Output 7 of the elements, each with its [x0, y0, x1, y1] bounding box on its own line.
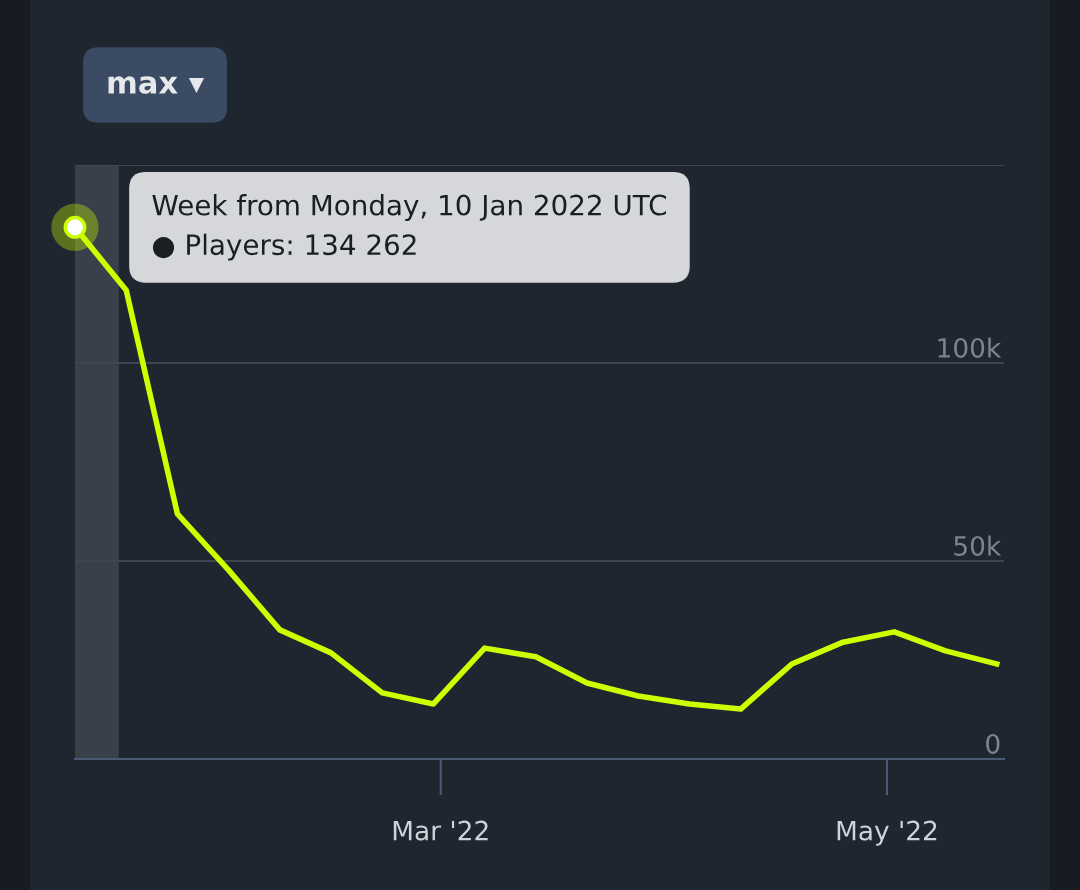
y-tick-label: 50k [954, 535, 1002, 556]
text: max ▾ [108, 76, 205, 94]
y-tick-label: 100k [938, 337, 1002, 358]
x-tick-label: Mar '22 [393, 820, 488, 841]
y-tick-label: 0 [986, 733, 1000, 754]
annotation: Week from Monday, 10 Jan 2022 UTC ● Players: 134 262 [152, 194, 666, 261]
x-tick-label: May '22 [837, 820, 937, 846]
